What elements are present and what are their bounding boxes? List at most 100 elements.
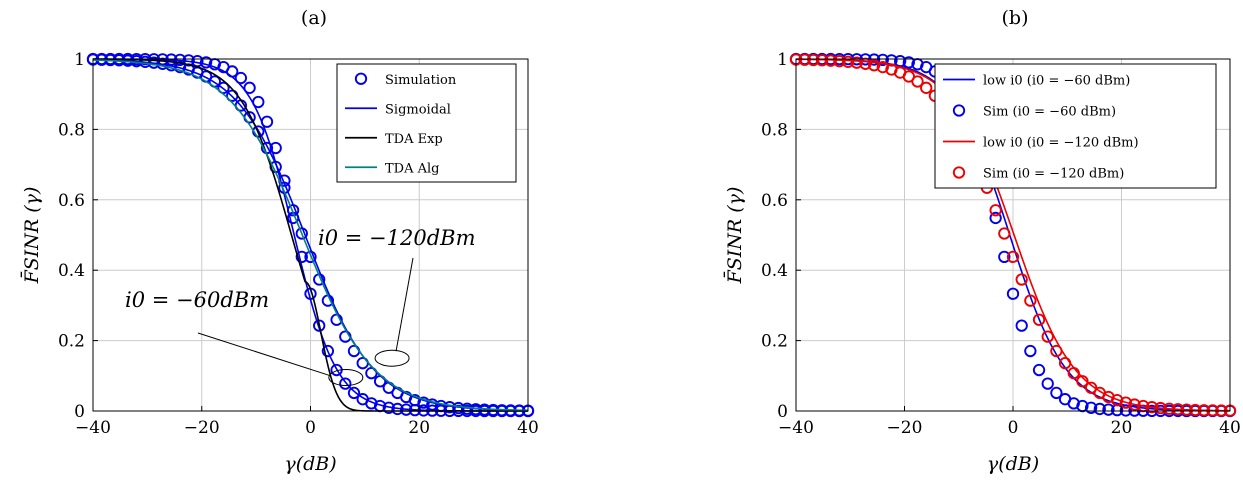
data-point <box>1189 403 1202 417</box>
chart-panel-b: −40 −20 0 20 40 0 0.2 0.4 0.6 0.8 1 (b) γ(dB) F̄SINR … <box>723 7 1241 475</box>
legend-label: TDA Alg <box>385 161 439 176</box>
y-tick-label: 1 <box>777 50 788 70</box>
data-point <box>850 56 863 69</box>
data-point <box>321 344 335 358</box>
data-point <box>199 56 213 69</box>
x-tick-label: −40 <box>778 418 814 438</box>
data-point <box>1006 250 1020 264</box>
data-point <box>1119 396 1132 409</box>
data-point <box>1050 386 1063 400</box>
data-point <box>998 227 1011 240</box>
data-point <box>1102 403 1115 416</box>
data-point <box>1006 287 1020 300</box>
data-point <box>1041 330 1054 343</box>
y-tick-label: 0 <box>777 402 788 422</box>
y-tick-label: 0.4 <box>761 261 788 281</box>
legend-box <box>336 63 517 183</box>
data-point <box>1206 404 1219 417</box>
data-point <box>1119 404 1132 417</box>
data-point <box>1024 294 1037 307</box>
data-point <box>867 59 881 72</box>
y-tick-label: 0.6 <box>761 191 788 211</box>
data-point <box>1032 313 1046 326</box>
y-tick-label: 0 <box>74 402 85 422</box>
data-point <box>417 396 430 409</box>
data-point <box>824 54 837 67</box>
data-point <box>1024 344 1037 358</box>
data-point <box>1128 398 1141 411</box>
data-point <box>989 204 1002 217</box>
y-tick-label: 0.2 <box>58 332 85 352</box>
legend-label: Sigmoidal <box>385 102 451 117</box>
data-point <box>304 250 317 264</box>
annotation-ellipse <box>374 349 410 367</box>
data-point <box>841 55 855 68</box>
x-tick-label: 20 <box>408 418 430 438</box>
series-line-alg <box>92 59 529 412</box>
data-point <box>1032 363 1046 377</box>
data-point <box>1015 319 1028 332</box>
legend: low i0 (i0 = −60 dBm) Sim (i0 = −60 dBm) l… <box>934 63 1217 189</box>
annotation-ellipse <box>328 369 364 387</box>
legend-label: Sim (i0 = −60 dBm) <box>983 105 1116 120</box>
panel-label: (b) <box>1002 7 1029 29</box>
data-point <box>347 386 361 400</box>
data-point <box>243 81 256 94</box>
legend-label: low i0 (i0 = −60 dBm) <box>983 74 1130 89</box>
data-point <box>1145 401 1159 414</box>
data-point <box>1197 404 1211 417</box>
legend-marker-swatch <box>354 72 368 85</box>
legend-label: low i0 (i0 = −120 dBm) <box>983 136 1139 151</box>
data-point <box>339 377 352 390</box>
data-point <box>1050 344 1063 358</box>
y-axis-title: F̄SINR (γ) <box>723 187 746 285</box>
x-tick-label: −20 <box>184 418 220 438</box>
data-point <box>1084 381 1098 394</box>
data-point <box>1171 403 1185 416</box>
data-point <box>295 250 308 264</box>
data-point <box>902 56 915 69</box>
data-point <box>798 53 811 66</box>
y-tick-label: 0.4 <box>58 261 85 281</box>
data-point <box>1180 403 1193 416</box>
data-point <box>833 55 846 68</box>
data-point <box>920 81 933 94</box>
annotation-label: i0 = −60dBm <box>125 288 269 312</box>
x-tick-label: −20 <box>887 418 923 438</box>
x-tick-label: 0 <box>305 418 316 438</box>
data-point <box>989 211 1002 225</box>
legend-marker-swatch <box>952 104 966 117</box>
y-tick-label: 0.2 <box>761 332 788 352</box>
data-point <box>911 75 924 88</box>
legend: Simulation Sigmoidal TDA Exp TDA Alg <box>336 63 517 183</box>
data-point <box>1154 401 1167 415</box>
y-tick-label: 0.8 <box>58 120 85 140</box>
annotation-leader <box>395 257 414 352</box>
data-point <box>1067 367 1080 380</box>
x-tick-label: 40 <box>1219 418 1241 438</box>
data-point <box>815 54 829 67</box>
legend-label: TDA Exp <box>385 132 443 147</box>
y-tick-label: 0.8 <box>761 120 788 140</box>
data-point <box>998 250 1011 264</box>
data-point <box>876 60 889 74</box>
data-point <box>1058 357 1072 370</box>
data-point <box>1076 375 1089 388</box>
data-point <box>217 81 230 94</box>
data-point <box>1093 402 1106 416</box>
legend-marker-swatch <box>952 166 966 179</box>
legend-label: Sim (i0 = −120 dBm) <box>983 167 1124 182</box>
data-point <box>876 53 889 67</box>
legend-box <box>934 63 1217 189</box>
data-point <box>1163 402 1176 415</box>
data-point <box>1041 377 1054 390</box>
data-point <box>234 71 248 85</box>
data-point <box>1084 401 1098 414</box>
legend-label: Simulation <box>385 73 457 88</box>
y-tick-label: 1 <box>74 50 85 70</box>
x-axis-title: γ(dB) <box>284 453 336 475</box>
x-tick-label: 40 <box>517 418 539 438</box>
data-point <box>1015 273 1028 286</box>
x-tick-label: 0 <box>1008 418 1019 438</box>
